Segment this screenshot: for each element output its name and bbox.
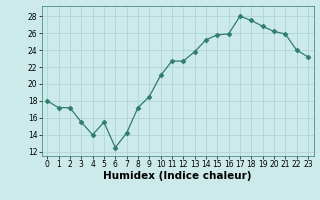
X-axis label: Humidex (Indice chaleur): Humidex (Indice chaleur) — [103, 171, 252, 181]
